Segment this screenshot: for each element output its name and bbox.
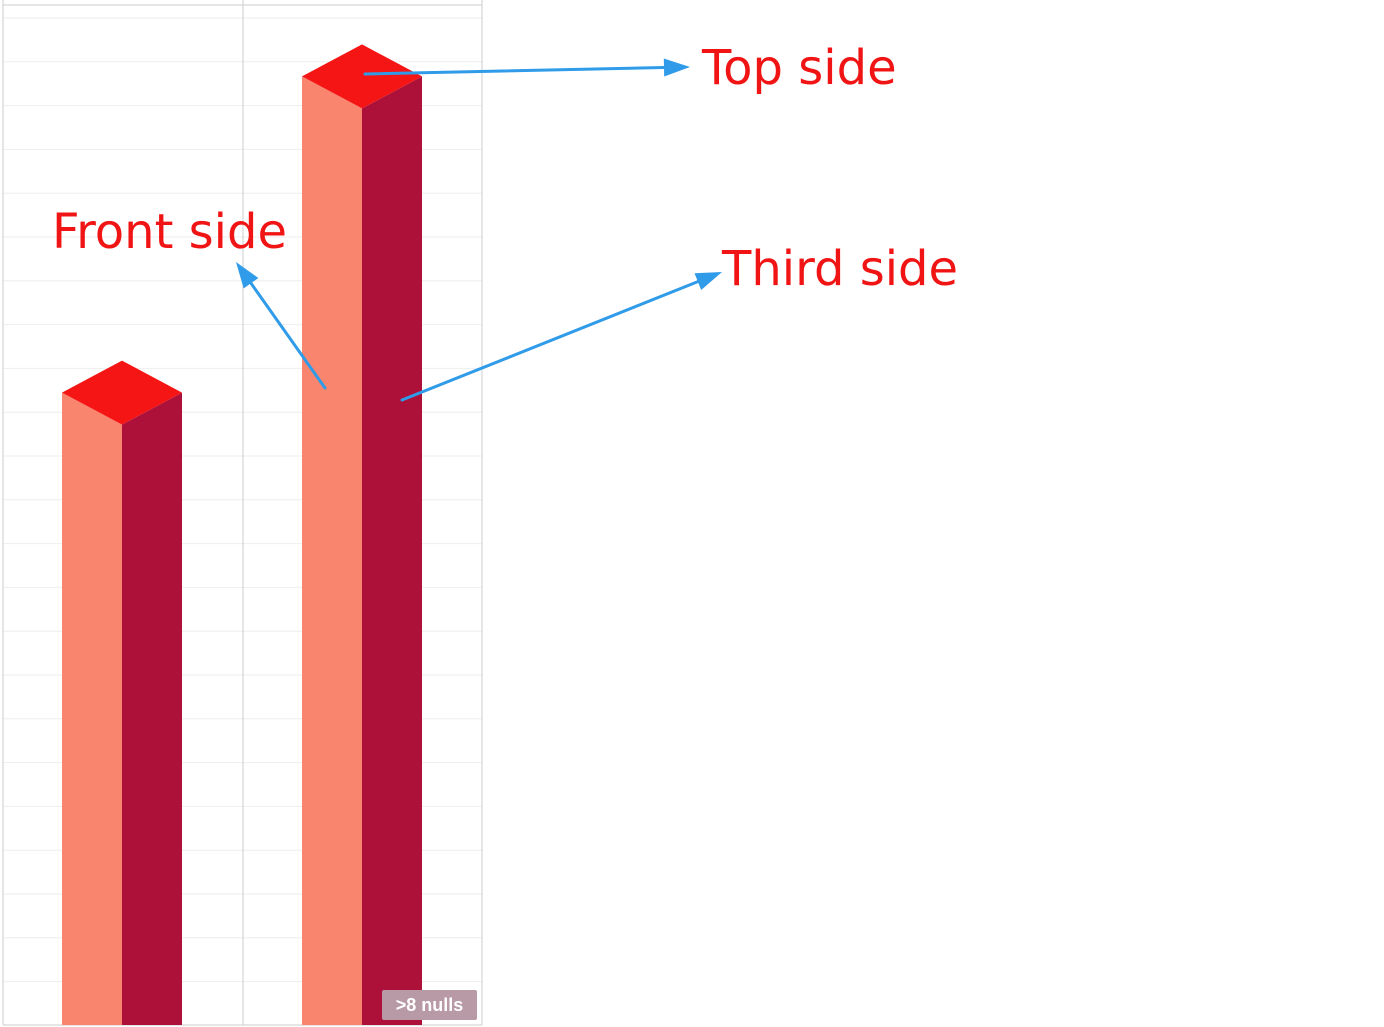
chart-bars: [62, 44, 422, 1026]
annotation-third-side: Third side: [722, 241, 959, 297]
annotation-arrows: [236, 58, 722, 402]
arrow-third-side: [400, 272, 722, 402]
chart-column-dividers: [2, 0, 483, 1026]
bar-1-top-side: [62, 360, 182, 425]
annotation-front-side: Front side: [52, 204, 288, 260]
arrow-top-side: [363, 58, 690, 77]
bar-1-third-side: [122, 392, 182, 1026]
bar-2-front-side: [302, 76, 362, 1025]
bar-2-top-side: [302, 44, 422, 109]
arrow-front-side: [236, 262, 327, 390]
nulls-badge[interactable]: >8 nulls: [382, 990, 477, 1020]
bar-1-front-side: [62, 392, 122, 1026]
annotation-top-side: Top side: [702, 40, 897, 96]
bar-2: [302, 44, 422, 1025]
bar-1: [62, 360, 182, 1026]
bar-2-third-side: [362, 76, 422, 1025]
